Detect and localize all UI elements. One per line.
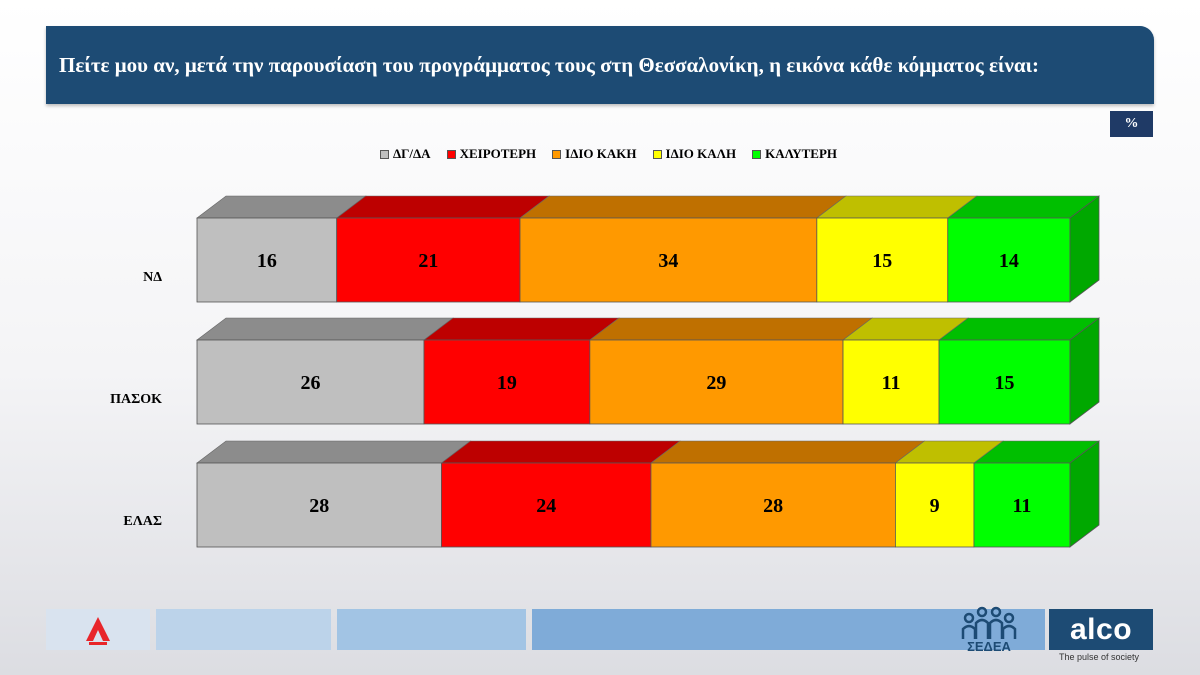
bar-segment [589,339,844,425]
bar-segment-top [519,195,847,219]
bar-segment [196,217,338,303]
legend-label: ΙΔΙΟ ΚΑΚΗ [565,146,637,161]
alpha-logo [46,609,150,650]
alco-tagline: The pulse of society [1059,652,1140,662]
bar-row: 16 21 34 15 14 [196,195,1100,303]
data-label: 28 [763,495,783,517]
bar-segment [650,462,896,548]
legend-swatch [380,149,389,159]
data-label: 11 [882,372,901,394]
legend-swatch [446,149,456,159]
question-title-banner: Πείτε μου αν, μετά την παρουσίαση του πρ… [46,26,1154,104]
bar-side-face [1069,440,1100,548]
question-title: Πείτε μου αν, μετά την παρουσίαση του πρ… [59,52,1040,77]
bar-segment [519,217,818,303]
bar-segment [336,217,521,303]
bar-segment [895,462,975,548]
bar-segment [441,462,652,548]
bar-segment-top [650,440,926,464]
bar-row: 26 19 29 11 15 [196,317,1100,425]
bar-segment-top [196,440,472,464]
bar-segment [947,217,1071,303]
data-label: 11 [1013,495,1032,517]
sedea-label: ΣΕΔΕΑ [967,639,1011,654]
bar-segment [973,462,1071,548]
chart-legend: ΔΓ/ΔΑ ΧΕΙΡΟΤΕΡΗ ΙΔΙΟ ΚΑΚΗ ΙΔΙΟ ΚΑΛΗ ΚΑΛΥΤΕΡΗ [380,145,837,163]
legend-item: ΙΔΙΟ ΚΑΚΗ [552,146,637,162]
data-label: 34 [658,250,678,272]
bar-segment [816,217,949,303]
data-label: 16 [257,250,277,272]
legend-item: ΧΕΙΡΟΤΕΡΗ [446,146,537,162]
legend-label: ΔΓ/ΔΑ [393,146,431,161]
bar-segment [938,339,1071,425]
bar-row: 28 24 28 9 11 [196,440,1100,548]
legend-swatch [752,149,762,159]
bar-segment-top [335,195,550,219]
legend-item: ΙΔΙΟ ΚΑΛΗ [652,146,737,162]
footer-strip-2 [337,609,526,650]
legend-label: ΙΔΙΟ ΚΑΛΗ [665,146,737,161]
bar-segment [842,339,940,425]
legend-item: ΚΑΛΥΤΕΡΗ [752,146,837,162]
bar-segment-top [196,195,367,219]
alco-logo: alco [1049,609,1153,650]
data-label: 26 [300,372,320,394]
legend-label: ΚΑΛΥΤΕΡΗ [765,146,838,161]
bar-segment [196,462,442,548]
footer-strip-3 [532,609,1045,650]
data-label: 15 [872,250,892,272]
data-label: 21 [418,250,438,272]
bar-segment-top [440,440,681,464]
data-label: 15 [995,372,1015,394]
people-icon [961,606,1017,639]
data-label: 9 [930,495,940,517]
legend-item: ΔΓ/ΔΑ [380,146,431,162]
bar-segment [196,339,425,425]
legend-label: ΧΕΙΡΟΤΕΡΗ [459,146,537,161]
bar-segment-top [588,317,873,341]
data-label: 24 [536,495,556,517]
bar-segment-top [196,317,454,341]
legend-swatch [652,149,662,159]
row-label-elas: ΕΛΑΣ [123,514,162,529]
footer-strip-1 [156,609,331,650]
unit-badge: % [1110,111,1153,137]
bar-side-face [1069,195,1100,303]
row-label-nd: ΝΔ [143,270,162,285]
sedea-logo: ΣΕΔΕΑ [953,603,1025,655]
data-label: 14 [999,250,1019,272]
bar-side-face [1069,317,1100,425]
row-label-pasok: ΠΑΣΟΚ [110,392,162,407]
data-label: 29 [706,372,726,394]
alpha-icon [86,616,110,645]
data-label: 19 [497,372,517,394]
bar-segment-top [423,317,620,341]
bar-segment [423,339,591,425]
legend-swatch [552,149,562,159]
data-label: 28 [309,495,329,517]
